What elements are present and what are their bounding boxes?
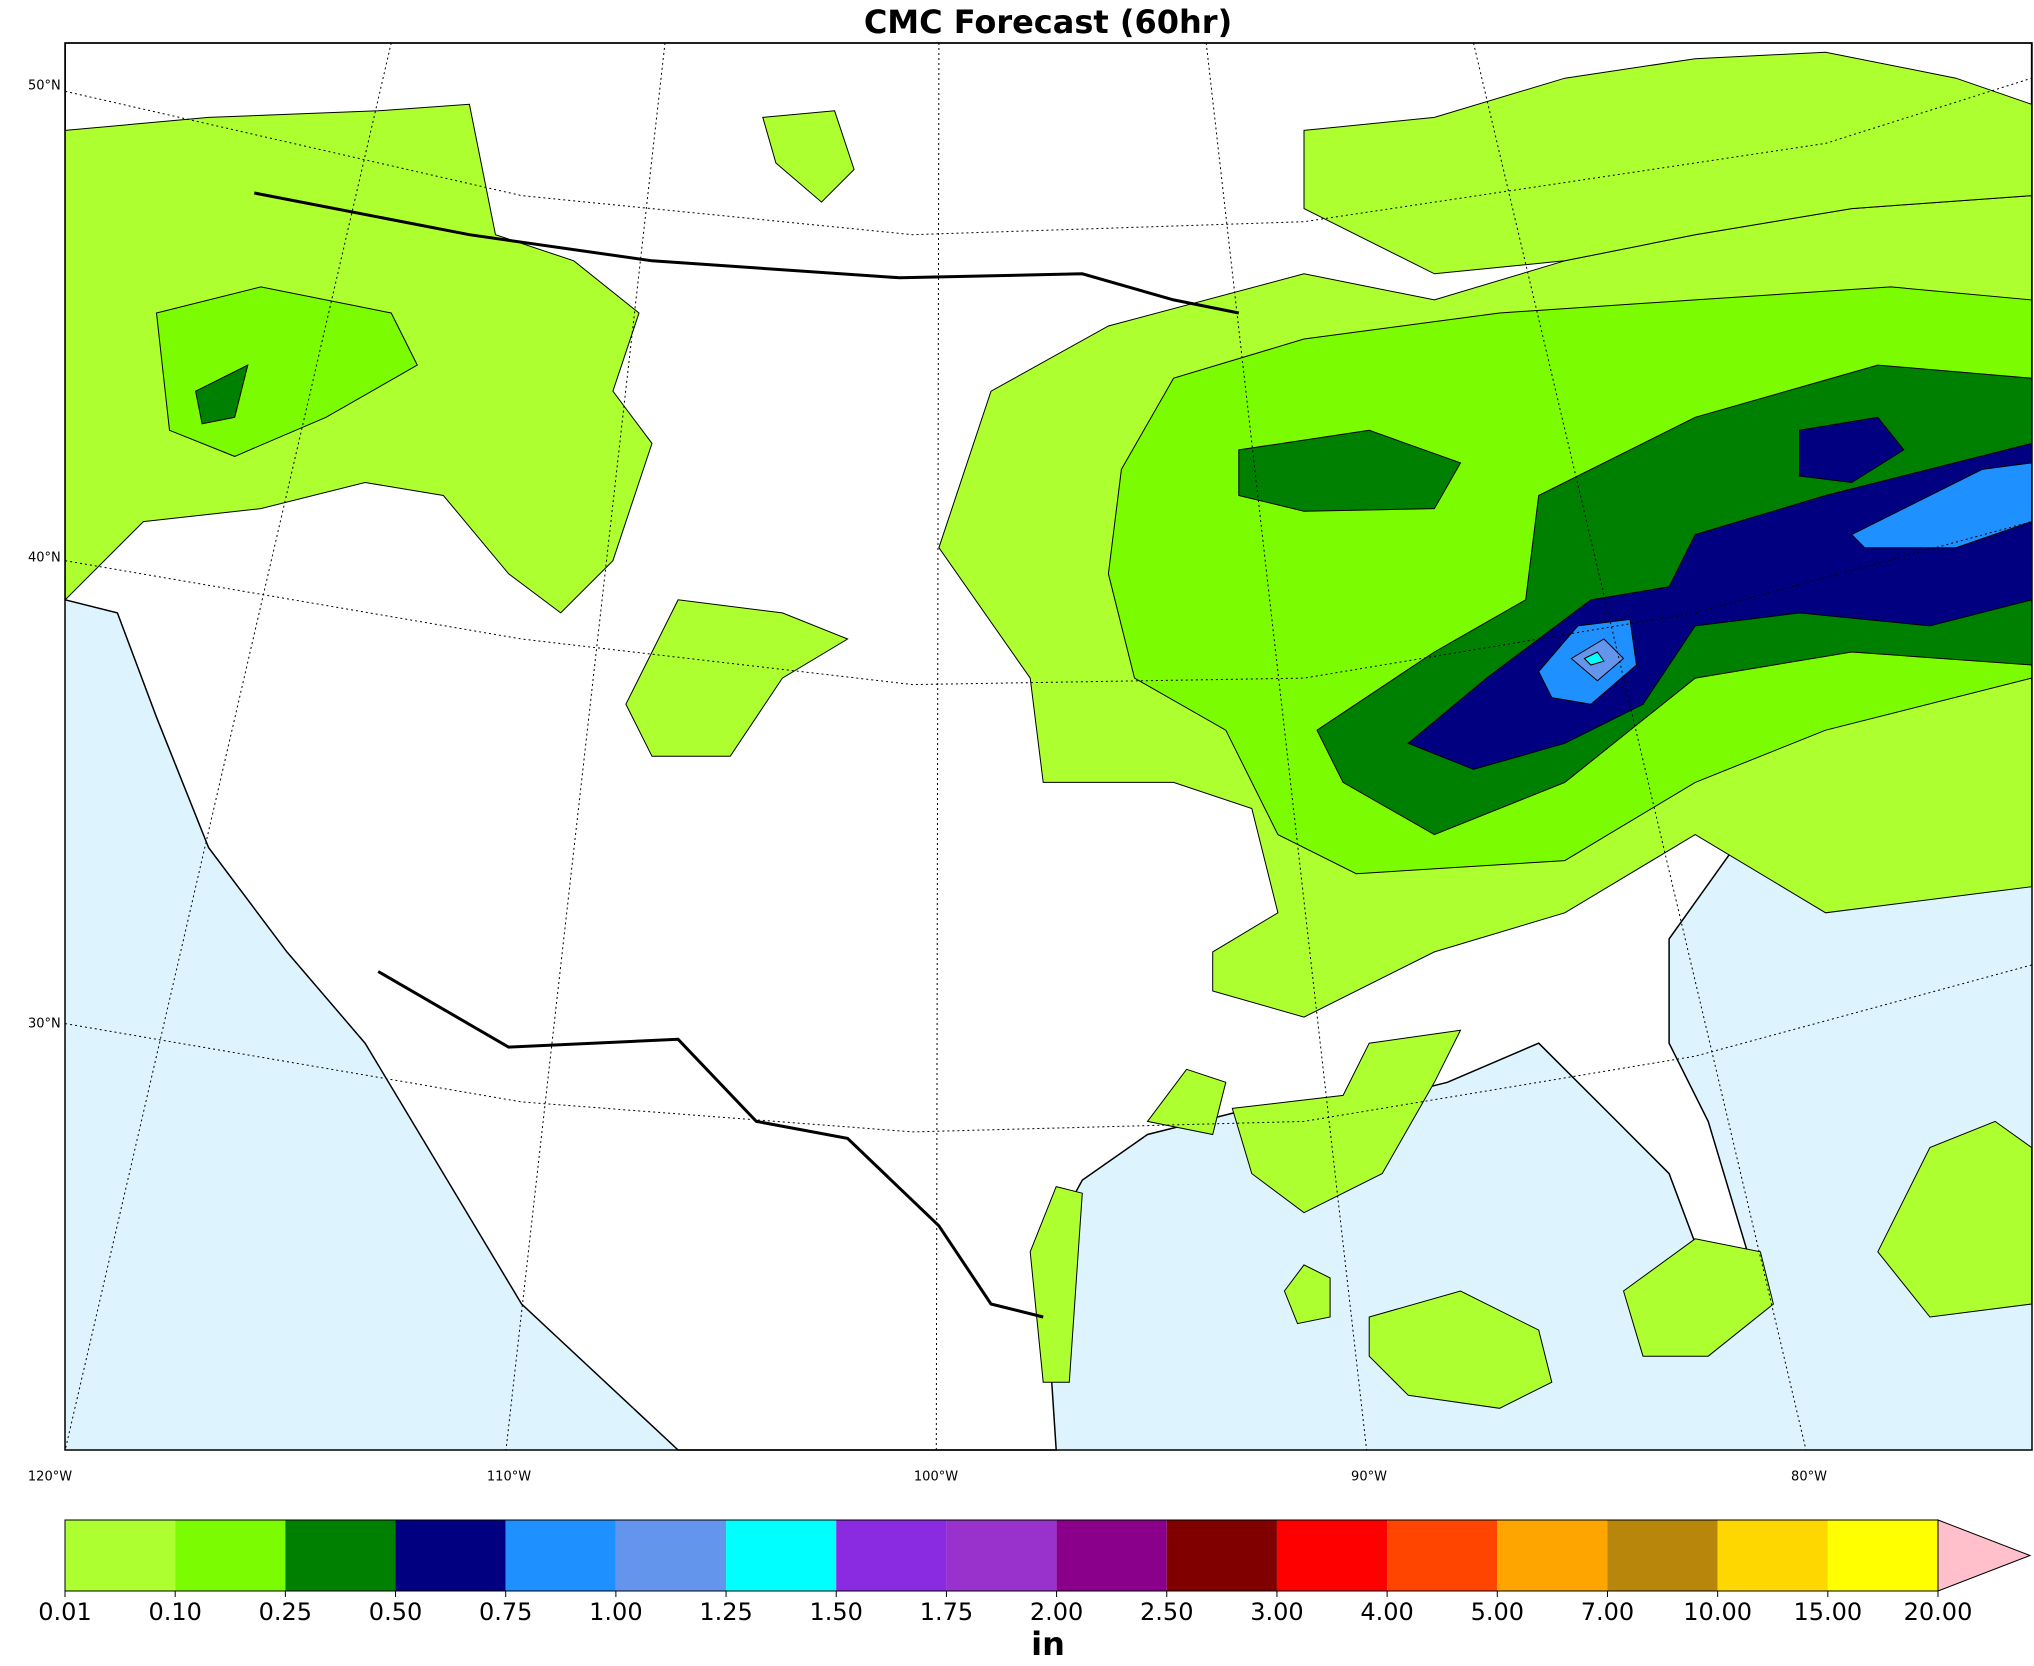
precip-area bbox=[1368, 1290, 1553, 1409]
lon-label: 90°W bbox=[1351, 1470, 1387, 1485]
graticule bbox=[1473, 42, 1807, 1451]
precip-area bbox=[625, 599, 849, 757]
colorbar-segment bbox=[1607, 1520, 1718, 1591]
colorbar-segment bbox=[1827, 1520, 1938, 1591]
colorbar-tick-label: 4.00 bbox=[1360, 1598, 1413, 1626]
lon-label: 120°W bbox=[28, 1470, 72, 1485]
colorbar-tick-label: 20.00 bbox=[1904, 1598, 1973, 1626]
colorbar-tick-label: 1.25 bbox=[699, 1598, 752, 1626]
colorbar-tick-label: 1.00 bbox=[589, 1598, 642, 1626]
colorbar-tick-label: 2.50 bbox=[1140, 1598, 1193, 1626]
colorbar-segment bbox=[65, 1520, 176, 1591]
precip-area bbox=[1029, 1186, 1083, 1383]
precip-area bbox=[1238, 429, 1462, 512]
colorbar-tick-label: 1.75 bbox=[920, 1598, 973, 1626]
colorbar-label: in bbox=[1031, 1625, 1065, 1663]
border bbox=[254, 191, 1240, 315]
graticule bbox=[505, 42, 666, 1451]
colorbar-segment bbox=[505, 1520, 616, 1591]
colorbar-segment bbox=[1387, 1520, 1498, 1591]
map-frame bbox=[64, 42, 2033, 1451]
precip-area bbox=[1622, 1238, 1774, 1357]
colorbar-segment bbox=[1056, 1520, 1167, 1591]
precip-area bbox=[762, 110, 855, 203]
colorbar-tick-label: 15.00 bbox=[1793, 1598, 1862, 1626]
lat-label: 30°N bbox=[28, 1017, 61, 1032]
colorbar-segment bbox=[1166, 1520, 1277, 1591]
colorbar-segment bbox=[285, 1520, 396, 1591]
colorbar-tick-label: 0.75 bbox=[479, 1598, 532, 1626]
graticule bbox=[65, 77, 2032, 236]
lon-label: 80°W bbox=[1791, 1470, 1827, 1485]
colorbar-tick-label: 0.10 bbox=[148, 1598, 201, 1626]
precip-area bbox=[1283, 1264, 1331, 1325]
graticule bbox=[1205, 42, 1368, 1451]
border bbox=[377, 970, 1044, 1319]
colorbar-extend bbox=[1937, 1519, 2032, 1592]
precip-area bbox=[1583, 651, 1605, 666]
colorbar-segment bbox=[946, 1520, 1057, 1591]
precip-area bbox=[1231, 1029, 1462, 1214]
graticule bbox=[64, 42, 392, 1451]
colorbar-segment bbox=[1276, 1520, 1388, 1591]
colorbar-tick-label: 0.50 bbox=[369, 1598, 422, 1626]
map-title: CMC Forecast (60hr) bbox=[864, 3, 1232, 41]
colorbar-segment bbox=[1717, 1520, 1828, 1591]
colorbar-tick-label: 10.00 bbox=[1683, 1598, 1752, 1626]
colorbar-segment bbox=[836, 1520, 947, 1591]
graticule bbox=[65, 521, 2032, 686]
lon-label: 110°W bbox=[487, 1470, 531, 1485]
colorbar-tick-label: 7.00 bbox=[1581, 1598, 1634, 1626]
lon-label: 100°W bbox=[914, 1470, 958, 1485]
colorbar-tick-label: 5.00 bbox=[1471, 1598, 1524, 1626]
precip-area bbox=[195, 364, 249, 425]
colorbar-outline bbox=[64, 1519, 1939, 1592]
graticule bbox=[65, 964, 2032, 1133]
precip-area bbox=[1799, 416, 1905, 484]
colorbar-tick-label: 1.50 bbox=[810, 1598, 863, 1626]
colorbar-segment bbox=[395, 1520, 506, 1591]
colorbar: 0.01 0.10 0.25 0.50 0.75 1.00 1.25 1.50 1.75 2.00… bbox=[38, 1519, 2032, 1626]
colorbar-tick-label: 0.01 bbox=[38, 1598, 91, 1626]
precip-area bbox=[1146, 1068, 1227, 1136]
lat-label: 40°N bbox=[28, 551, 61, 566]
map-area bbox=[64, 42, 2033, 1451]
colorbar-segment bbox=[175, 1520, 286, 1591]
colorbar-segment bbox=[726, 1520, 837, 1591]
colorbar-segment bbox=[1497, 1520, 1608, 1591]
colorbar-segment bbox=[615, 1520, 727, 1591]
colorbar-tick-label: 0.25 bbox=[259, 1598, 312, 1626]
colorbar-tick-label: 2.00 bbox=[1030, 1598, 1083, 1626]
lat-label: 50°N bbox=[28, 79, 61, 94]
colorbar-tick-label: 3.00 bbox=[1250, 1598, 1303, 1626]
